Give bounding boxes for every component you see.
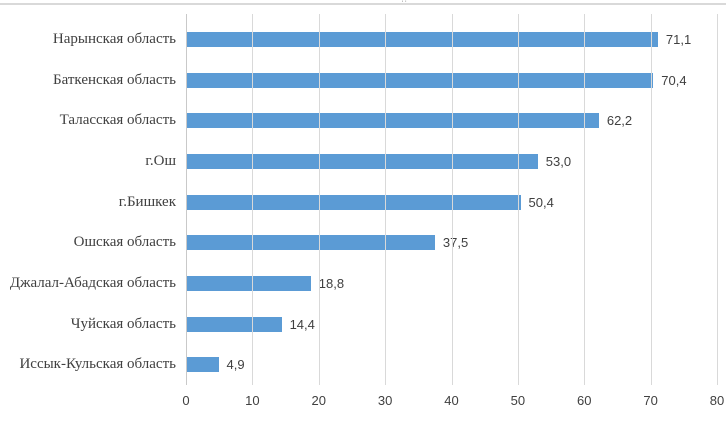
gridline — [584, 14, 586, 385]
bar-row: 37,5 — [186, 222, 717, 263]
bars-container: 71,1 70,4 62,2 53,0 50,4 37,5 18,8 14,4 4,9 — [186, 19, 717, 385]
bar-row: 50,4 — [186, 182, 717, 223]
bar — [186, 72, 654, 88]
gridline — [451, 14, 453, 385]
value-label: 70,4 — [661, 72, 687, 88]
category-label: Таласская область — [59, 112, 176, 129]
x-tick-label: 40 — [444, 393, 459, 408]
gridline — [252, 14, 254, 385]
value-label: 71,1 — [665, 31, 692, 47]
bar-row: 53,0 — [186, 141, 717, 182]
gridline — [650, 14, 652, 385]
bar-row: 62,2 — [186, 100, 717, 141]
value-label: 37,5 — [442, 235, 469, 251]
bar-row: 71,1 — [186, 19, 717, 60]
gridline — [717, 14, 718, 385]
bar — [186, 275, 311, 291]
top-border-line — [0, 3, 726, 5]
bar — [186, 153, 538, 169]
x-tick-label: 30 — [377, 393, 393, 408]
x-tick-label: 10 — [245, 393, 260, 408]
x-tick-label: 70 — [643, 393, 658, 408]
bar-row: 18,8 — [186, 263, 717, 304]
value-label: 53,0 — [545, 153, 572, 169]
bar — [186, 316, 282, 332]
bar — [186, 357, 219, 373]
x-tick-label: 50 — [510, 393, 526, 408]
gridline — [517, 14, 519, 385]
cropped-title-fragment — [402, 0, 414, 3]
category-label: Чуйская область — [70, 315, 176, 332]
value-label: 62,2 — [606, 113, 633, 129]
bar-row: 4,9 — [186, 344, 717, 385]
category-label: г.Бишкек — [118, 193, 176, 210]
category-label: Нарынская область — [52, 30, 176, 47]
value-axis: 0 10 20 30 40 50 60 70 80 — [182, 393, 724, 411]
x-tick-label: 80 — [709, 393, 725, 408]
bar — [186, 113, 599, 129]
value-label: 50,4 — [528, 194, 554, 210]
bar-row: 14,4 — [186, 304, 717, 345]
category-label: г.Ош — [145, 152, 176, 169]
bar — [186, 31, 658, 47]
category-axis: Нарынская область Баткенская область Талас… — [0, 19, 176, 385]
x-tick-label: 0 — [182, 393, 190, 408]
category-label: Ошская область — [73, 234, 176, 251]
plot-area: 71,1 70,4 62,2 53,0 50,4 37,5 18,8 14,4 4,9 — [186, 14, 718, 385]
bar — [186, 235, 435, 251]
category-label: Баткенская область — [52, 71, 176, 88]
gridline — [318, 14, 320, 385]
value-label: 18,8 — [318, 275, 345, 291]
value-label: 4,9 — [226, 357, 245, 373]
x-tick-label: 60 — [577, 393, 592, 408]
x-tick-label: 20 — [311, 393, 326, 408]
bar — [186, 194, 521, 210]
bar-row: 70,4 — [186, 60, 717, 101]
value-label: 14,4 — [289, 316, 315, 332]
gridline — [385, 14, 387, 385]
category-label: Джалал-Абадская область — [9, 274, 176, 291]
category-label: Иссык-Кульская область — [19, 356, 176, 373]
gridline — [186, 14, 187, 385]
